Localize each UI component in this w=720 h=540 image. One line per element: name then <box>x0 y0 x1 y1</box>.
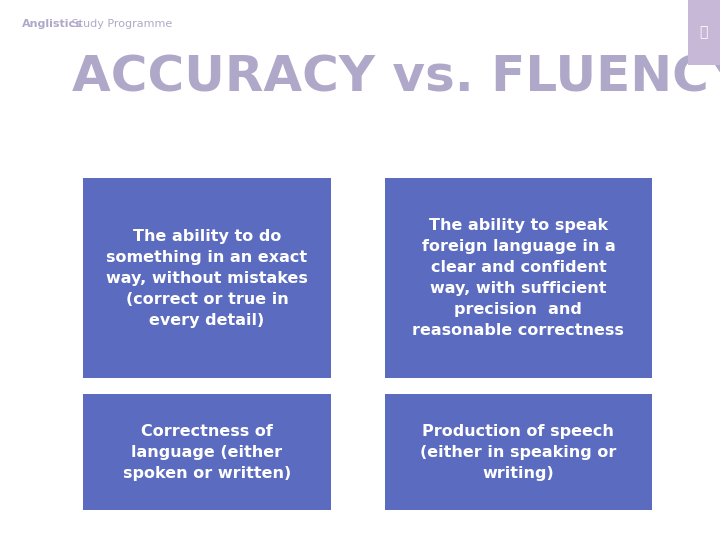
FancyBboxPatch shape <box>688 0 720 65</box>
FancyBboxPatch shape <box>385 394 652 510</box>
Text: The ability to do
something in an exact
way, without mistakes
(correct or true i: The ability to do something in an exact … <box>106 228 308 328</box>
Text: The ability to speak
foreign language in a
clear and confident
way, with suffici: The ability to speak foreign language in… <box>413 218 624 338</box>
FancyBboxPatch shape <box>83 394 331 510</box>
Text: ACCURACY vs. FLUENCY: ACCURACY vs. FLUENCY <box>72 54 720 102</box>
FancyBboxPatch shape <box>83 178 331 378</box>
Text: Production of speech
(either in speaking or
writing): Production of speech (either in speaking… <box>420 424 616 481</box>
Text: Anglistics: Anglistics <box>22 19 82 29</box>
Text: Study Programme: Study Programme <box>68 19 173 29</box>
Text: Correctness of
language (either
spoken or written): Correctness of language (either spoken o… <box>123 424 291 481</box>
Text: 🚶: 🚶 <box>700 25 708 39</box>
FancyBboxPatch shape <box>385 178 652 378</box>
